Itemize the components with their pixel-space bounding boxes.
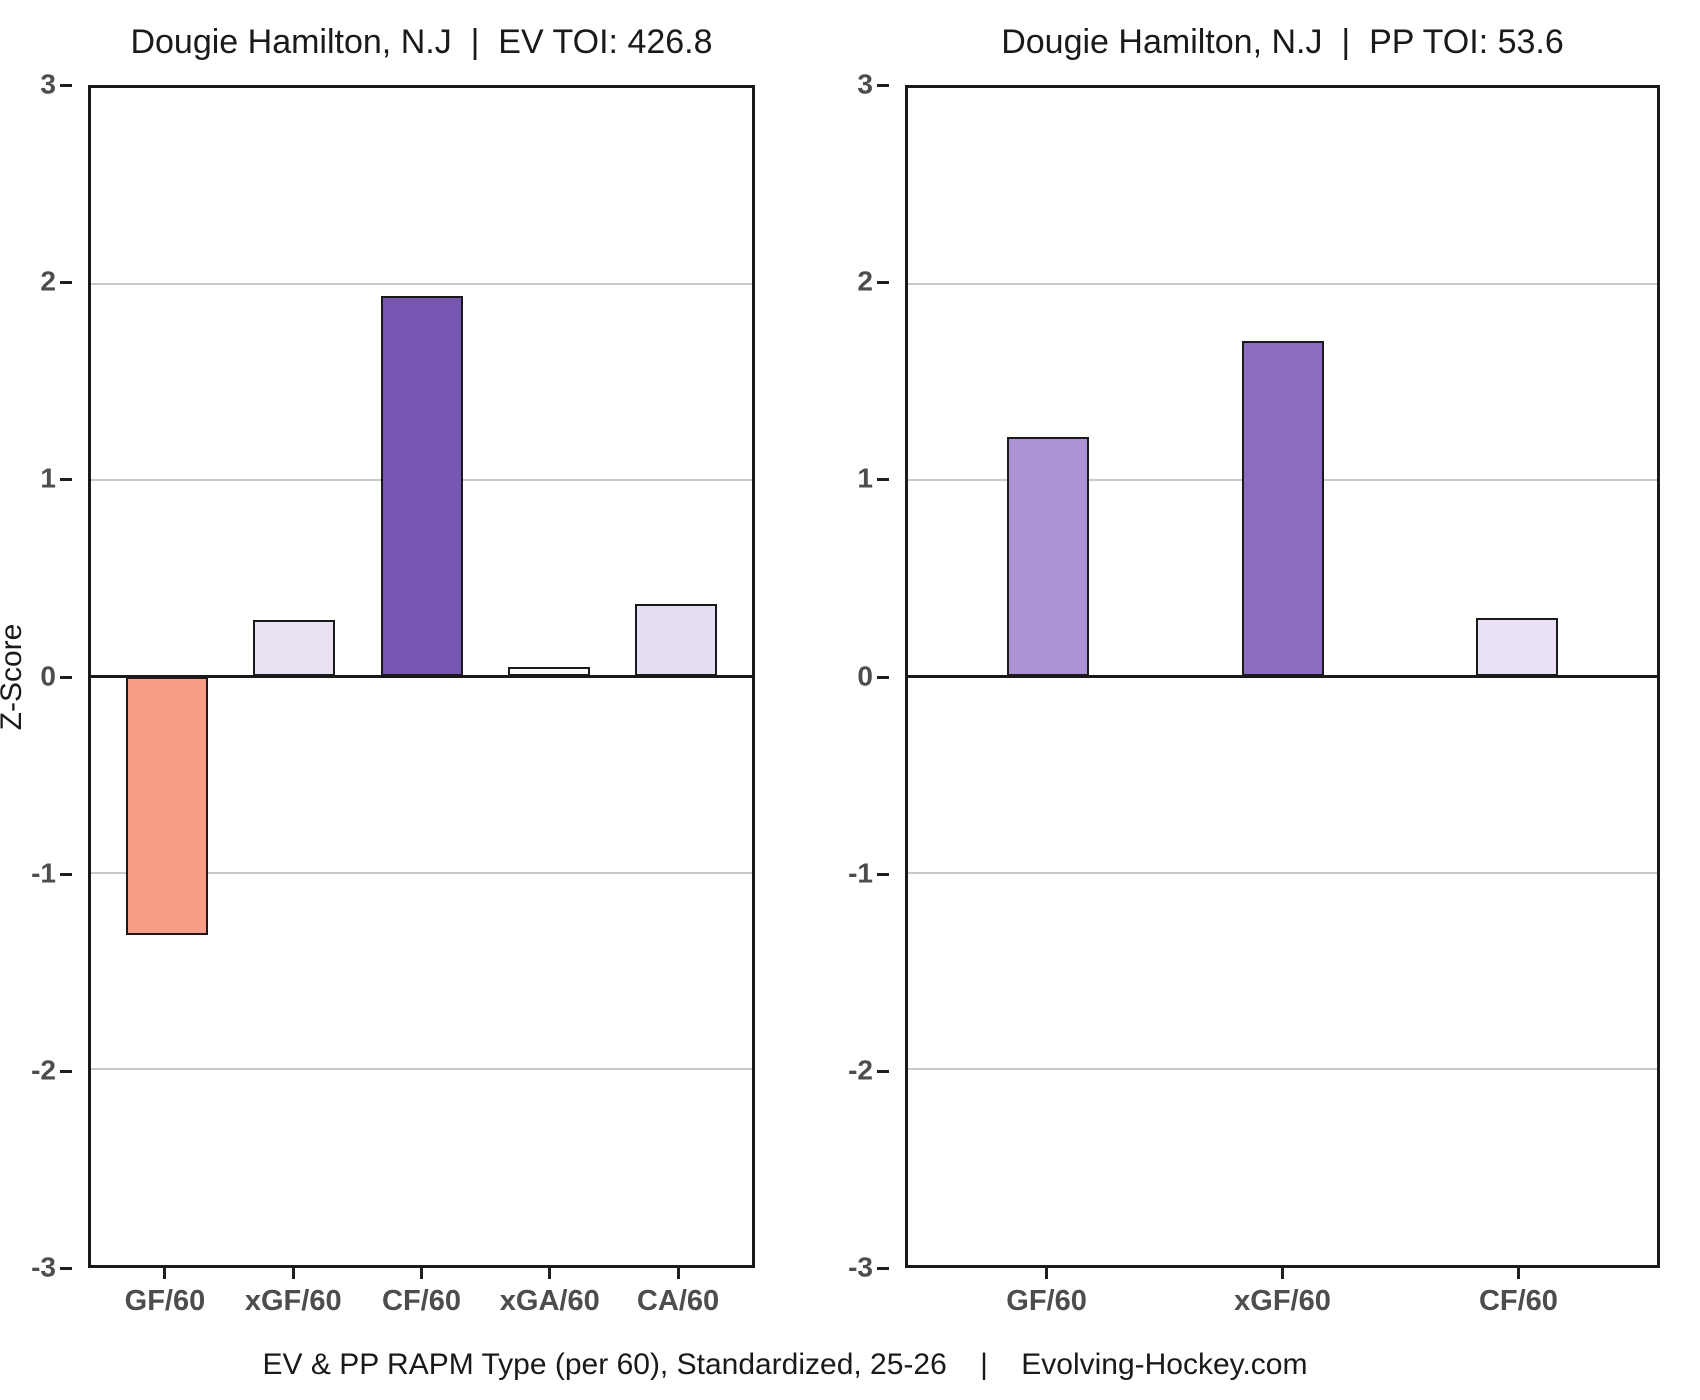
bar-ca-60 bbox=[634, 603, 717, 677]
x-tick-label-gf-60: GF/60 bbox=[124, 1285, 206, 1317]
x-tick-mark bbox=[1516, 1268, 1520, 1279]
x-tick-mark bbox=[1281, 1268, 1284, 1279]
gridline bbox=[91, 283, 752, 286]
x-tick-mark bbox=[676, 1268, 680, 1279]
chart-ev: Dougie Hamilton, N.J | EV TOI: 426.8 Z-S… bbox=[0, 23, 755, 1317]
x-tick-label-cf-60: CF/60 bbox=[1478, 1285, 1558, 1317]
zero-axis-line bbox=[91, 675, 752, 678]
bar-gf-60 bbox=[1007, 437, 1090, 677]
plot-area-ev bbox=[88, 85, 755, 1268]
x-tick-mark bbox=[163, 1268, 167, 1279]
bar-gf-60 bbox=[126, 676, 209, 936]
y-tick-mark bbox=[877, 281, 889, 285]
x-tick-mark bbox=[420, 1268, 423, 1279]
x-tick-mark bbox=[548, 1268, 552, 1279]
x-axis-ev: GF/60 xGF/60 CF/60 xGA/60 CA/60 bbox=[88, 1268, 755, 1328]
x-tick-label-xgf-60: xGF/60 bbox=[1234, 1285, 1331, 1317]
y-tick-mark bbox=[60, 872, 72, 876]
chart-title-ev: Dougie Hamilton, N.J | EV TOI: 426.8 bbox=[130, 23, 713, 61]
y-tick-label: 0 bbox=[857, 659, 873, 691]
y-tick-label: -1 bbox=[31, 857, 56, 889]
bar-xgf-60 bbox=[1241, 341, 1324, 677]
chart-pp: Dougie Hamilton, N.J | PP TOI: 53.6 3 2 1 0… bbox=[848, 23, 1660, 1317]
y-tick-mark bbox=[60, 1069, 72, 1073]
y-tick-label: -2 bbox=[31, 1054, 56, 1086]
x-tick-label-xga-60: xGA/60 bbox=[499, 1285, 600, 1317]
figure-caption: EV & PP RAPM Type (per 60), Standardized… bbox=[262, 1348, 1308, 1381]
gridline bbox=[91, 1067, 752, 1070]
plot-area-pp bbox=[905, 85, 1660, 1268]
y-tick-label: -3 bbox=[848, 1251, 873, 1283]
x-tick-label-gf-60: GF/60 bbox=[1006, 1285, 1087, 1317]
x-tick-label-cf-60: CF/60 bbox=[382, 1285, 461, 1317]
y-tick-label: -3 bbox=[31, 1251, 56, 1283]
x-tick-label-xgf-60: xGF/60 bbox=[244, 1285, 342, 1317]
bar-cf-60 bbox=[380, 295, 463, 677]
x-tick-mark bbox=[1045, 1268, 1049, 1279]
y-tick-label: -2 bbox=[848, 1054, 873, 1086]
gridline bbox=[908, 871, 1657, 874]
y-tick-mark bbox=[877, 84, 889, 87]
y-tick-label: 2 bbox=[40, 265, 56, 297]
y-tick-label: 2 bbox=[857, 265, 873, 297]
y-tick-mark bbox=[60, 84, 72, 87]
x-tick-label-ca-60: CA/60 bbox=[636, 1285, 720, 1317]
y-tick-mark bbox=[60, 281, 72, 285]
y-tick-label: 1 bbox=[857, 462, 873, 494]
x-tick-mark bbox=[291, 1268, 295, 1279]
chart-title-pp: Dougie Hamilton, N.J | PP TOI: 53.6 bbox=[1001, 23, 1564, 61]
y-tick-mark bbox=[877, 1267, 889, 1270]
y-axis-pp: 3 2 1 0 -1 -2 -3 bbox=[839, 68, 889, 1282]
y-tick-mark bbox=[60, 1267, 72, 1270]
y-tick-label: 1 bbox=[40, 462, 56, 494]
y-tick-mark bbox=[877, 1069, 889, 1073]
y-tick-label: 3 bbox=[857, 68, 873, 100]
y-tick-mark bbox=[877, 478, 889, 482]
x-axis-pp: GF/60 xGF/60 CF/60 bbox=[905, 1268, 1660, 1328]
y-tick-label: -1 bbox=[848, 857, 873, 889]
y-tick-mark bbox=[877, 872, 889, 876]
y-tick-label: 3 bbox=[40, 68, 56, 100]
y-tick-mark bbox=[60, 675, 72, 679]
bar-xgf-60 bbox=[253, 619, 336, 677]
zero-axis-line bbox=[908, 675, 1657, 678]
y-axis-ev: 3 2 1 0 -1 -2 -3 bbox=[22, 68, 72, 1282]
y-tick-mark bbox=[877, 675, 889, 679]
bar-cf-60 bbox=[1475, 617, 1558, 677]
y-tick-label: 0 bbox=[40, 659, 56, 691]
gridline bbox=[908, 1067, 1657, 1070]
gridline bbox=[908, 283, 1657, 286]
y-tick-mark bbox=[60, 478, 72, 482]
gridline bbox=[91, 871, 752, 874]
